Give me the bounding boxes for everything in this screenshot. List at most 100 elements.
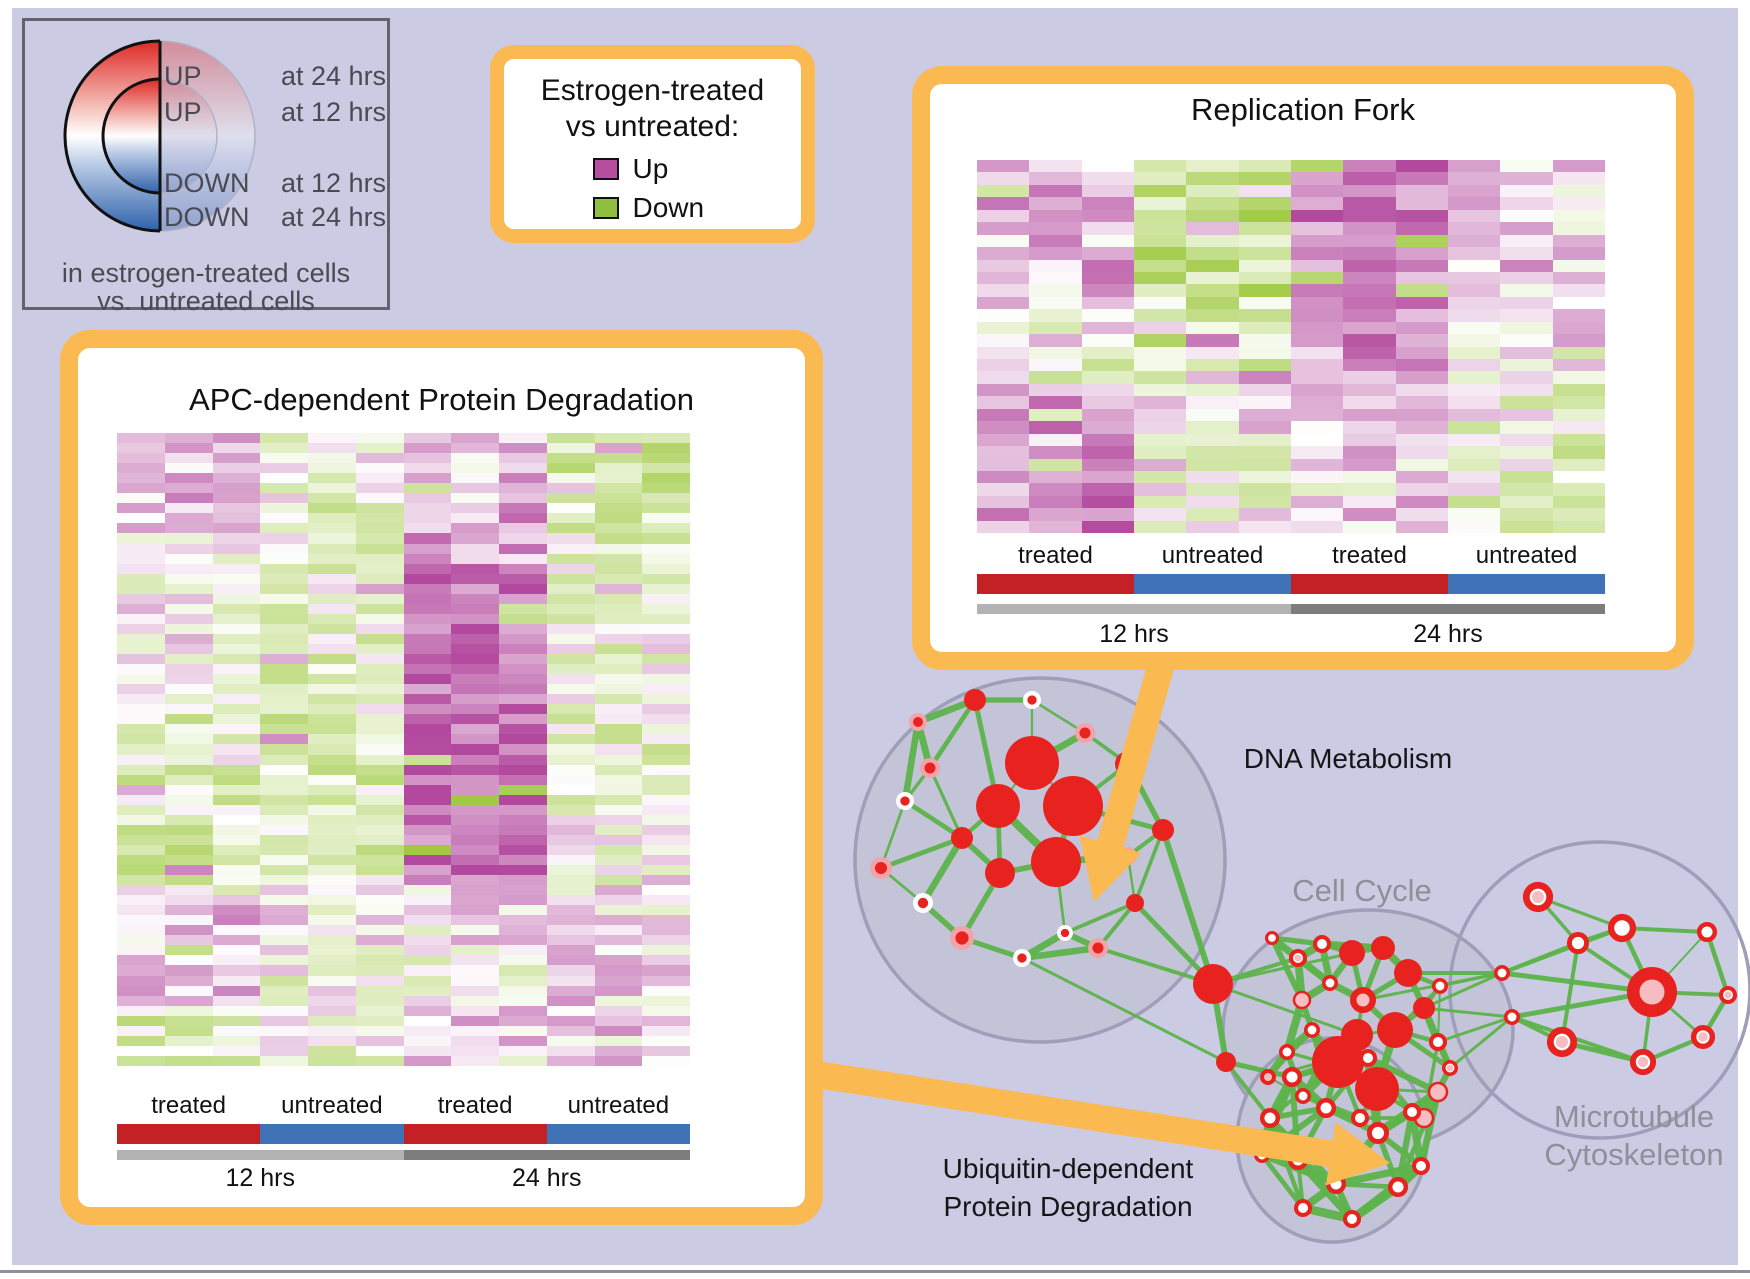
node-35: [1377, 1012, 1413, 1048]
node-13-core: [1092, 942, 1104, 954]
node-6-core: [924, 762, 936, 774]
ubiquitin-label: Ubiquitin-dependent Protein Degradation: [942, 1153, 1194, 1222]
apc-time-label-1: 24 hrs: [512, 1164, 582, 1192]
repfork-time-label-1: 24 hrs: [1413, 620, 1483, 648]
node-10-core: [955, 931, 969, 945]
repfork-time-bar-1: [1291, 604, 1605, 614]
edge: [1030, 698, 1087, 735]
node-51: [1607, 913, 1637, 943]
node-46: [1350, 1108, 1370, 1128]
apc-group-label-3: untreated: [567, 1092, 670, 1119]
ring-time-2: at 12 hrs: [281, 168, 387, 198]
apc-time-bar-0: [117, 1150, 404, 1160]
microtubule-label: Microtubule Cytoskeleton: [1544, 1099, 1724, 1172]
legend-item-up: Up: [592, 153, 713, 185]
edge: [1223, 1059, 1295, 1080]
repfork-group-label-1: untreated: [1161, 542, 1264, 569]
node-62: [1358, 1048, 1378, 1068]
node-66: [1293, 1198, 1313, 1218]
node-31: [1321, 974, 1339, 992]
edge: [1422, 971, 1504, 1010]
edge: [1133, 828, 1165, 905]
cell-cycle-label: Cell Cycle: [1292, 873, 1432, 908]
node-70: [1402, 1102, 1422, 1122]
apc-time-bar-1: [403, 1150, 690, 1160]
repfork-group-label-3: untreated: [1475, 542, 1578, 569]
node-9-core: [917, 897, 929, 909]
color-legend-title-line2: vs untreated:: [565, 110, 740, 143]
node-24: [1264, 930, 1280, 946]
edge: [1020, 956, 1228, 1064]
node-56-core: [1698, 1032, 1708, 1042]
node-44: [1428, 1032, 1448, 1052]
edge: [1422, 1006, 1514, 1019]
ring-dir-0: UP: [164, 61, 202, 91]
edge: [1500, 941, 1580, 975]
ring-glyph: [63, 39, 256, 233]
apc-untreated-bar-1: [260, 1124, 404, 1144]
node-4: [985, 858, 1015, 888]
node-11-core: [1017, 953, 1027, 963]
node-22: [1193, 964, 1233, 1004]
edge: [919, 834, 966, 907]
apc-heatmap-title: APC-dependent Protein Degradation: [189, 382, 694, 417]
node-14: [1126, 894, 1144, 912]
node-42: [1294, 1087, 1312, 1105]
apc-untreated-bar-3: [546, 1124, 690, 1144]
replication-fork-heatmap-box: Replication Fork treated untreated treated…: [912, 66, 1694, 670]
edge: [1259, 1152, 1306, 1211]
annotation-arrow-0-head: [1079, 835, 1142, 902]
edge: [1559, 940, 1581, 1045]
node-36: [1413, 997, 1435, 1019]
repfork-untreated-bar-3: [1448, 574, 1605, 594]
node-59: [1259, 1107, 1281, 1129]
edge: [1394, 1108, 1416, 1191]
down-label: Down: [632, 192, 705, 223]
dna-metabolism-label: DNA Metabolism: [1243, 743, 1453, 774]
ring-time-3: at 24 hrs: [281, 202, 387, 232]
apc-group-label-2: treated: [437, 1092, 513, 1119]
node-29: [1394, 959, 1422, 987]
edge: [927, 697, 978, 771]
ring-dir-1: UP: [164, 97, 202, 127]
node-61: [1315, 1097, 1337, 1119]
node-54-core: [1556, 1036, 1568, 1048]
annotation-arrow-0-shaft: [1097, 651, 1177, 848]
node-25-core: [1294, 954, 1302, 962]
edge: [1395, 1089, 1441, 1190]
edge: [1422, 1040, 1440, 1120]
node-17-core: [1079, 727, 1091, 739]
updown-color-legend: Estrogen-treated vs untreated: Up Down: [490, 45, 815, 243]
edge: [1211, 982, 1359, 1037]
up-color-swatch: [592, 158, 619, 180]
edge: [1160, 827, 1216, 987]
apc-group-label-1: untreated: [281, 1092, 383, 1119]
legend-item-down: Down: [592, 192, 713, 224]
node-28: [1371, 936, 1395, 960]
edge: [1499, 970, 1655, 995]
node-58-core: [1724, 991, 1732, 999]
node-40: [1312, 1036, 1364, 1088]
node-12-core: [1060, 928, 1070, 938]
node-45-core: [1446, 1064, 1454, 1072]
node-48: [1493, 964, 1511, 982]
node-63: [1366, 1121, 1390, 1145]
node-72: [1427, 1081, 1449, 1103]
ring-time-0: at 24 hrs: [281, 61, 387, 91]
edge: [902, 798, 965, 841]
node-21-core: [913, 717, 923, 727]
node-3: [1031, 837, 1081, 887]
node-20: [964, 689, 986, 711]
edge: [928, 766, 964, 840]
node-2: [976, 784, 1020, 828]
node-16: [1152, 819, 1174, 841]
node-68: [1387, 1176, 1409, 1198]
node-52: [1566, 931, 1590, 955]
node-33: [1350, 987, 1376, 1013]
replication-fork-heatmap-title: Replication Fork: [1191, 92, 1415, 127]
color-legend-items: Up Down: [504, 153, 801, 224]
edge: [1436, 1015, 1514, 1044]
figure-bottom-rule: [0, 1270, 1750, 1273]
